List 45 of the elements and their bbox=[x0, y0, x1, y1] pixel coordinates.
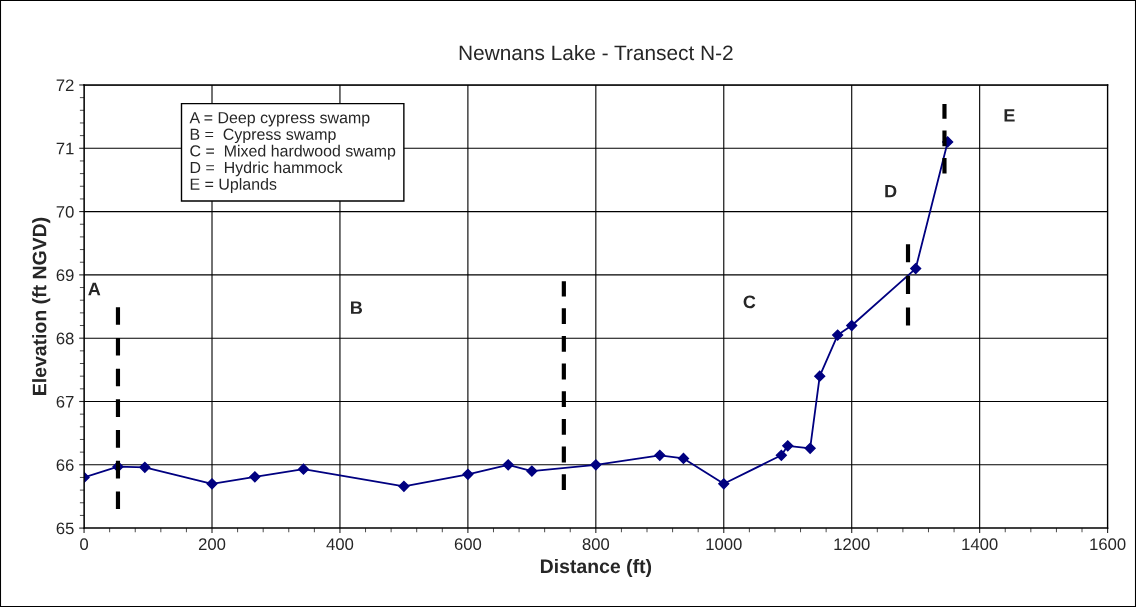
x-axis-title: Distance (ft) bbox=[540, 558, 652, 578]
point bbox=[775, 449, 787, 461]
point bbox=[846, 319, 858, 332]
annotation: A bbox=[88, 282, 101, 296]
x-tick-label: 1200 bbox=[834, 538, 870, 551]
annotation: B bbox=[351, 301, 363, 314]
x-tick-label: 800 bbox=[582, 538, 610, 551]
point bbox=[677, 452, 690, 465]
y-tick-label: 67 bbox=[56, 395, 74, 408]
x-tick-label: 0 bbox=[80, 538, 89, 551]
point bbox=[804, 442, 816, 454]
annotation: A = Deep cypress swamp B = Cypress swamp C = Mixed hardwood swamp D = Hydric hammock E = Uplands bbox=[189, 112, 396, 193]
y-axis-title: Elevation (ft NGVD) bbox=[32, 217, 51, 395]
annotation: E bbox=[1004, 109, 1015, 122]
point bbox=[832, 329, 844, 341]
x-tick-label: 1400 bbox=[962, 538, 998, 551]
annotation: D bbox=[885, 184, 897, 198]
x-tick-label: 400 bbox=[326, 538, 354, 551]
point bbox=[502, 459, 514, 471]
point bbox=[782, 440, 794, 452]
point bbox=[462, 468, 474, 480]
point bbox=[297, 463, 310, 475]
annotation: C bbox=[743, 295, 756, 309]
point bbox=[206, 478, 218, 490]
point bbox=[910, 262, 922, 275]
y-tick-label: 68 bbox=[56, 332, 74, 345]
y-tick-label: 69 bbox=[56, 269, 74, 282]
y-tick-label: 65 bbox=[56, 522, 74, 535]
y-tick-label: 71 bbox=[56, 142, 74, 155]
x-tick-label: 200 bbox=[198, 538, 226, 551]
x-tick-label: 1000 bbox=[706, 538, 742, 551]
x-tick-label: 600 bbox=[454, 538, 482, 551]
point bbox=[718, 478, 730, 490]
point bbox=[590, 459, 602, 471]
y-tick-label: 72 bbox=[56, 79, 74, 92]
x-tick-label: 1600 bbox=[1090, 538, 1126, 551]
point bbox=[249, 471, 261, 483]
y-tick-label: 66 bbox=[56, 459, 74, 471]
chart-title: Newnans Lake - Transect N-2 bbox=[459, 44, 733, 61]
point bbox=[814, 370, 826, 382]
point bbox=[654, 449, 666, 461]
point bbox=[526, 465, 538, 477]
y-tick-label: 70 bbox=[56, 205, 74, 218]
point bbox=[398, 480, 410, 492]
point bbox=[139, 461, 151, 473]
